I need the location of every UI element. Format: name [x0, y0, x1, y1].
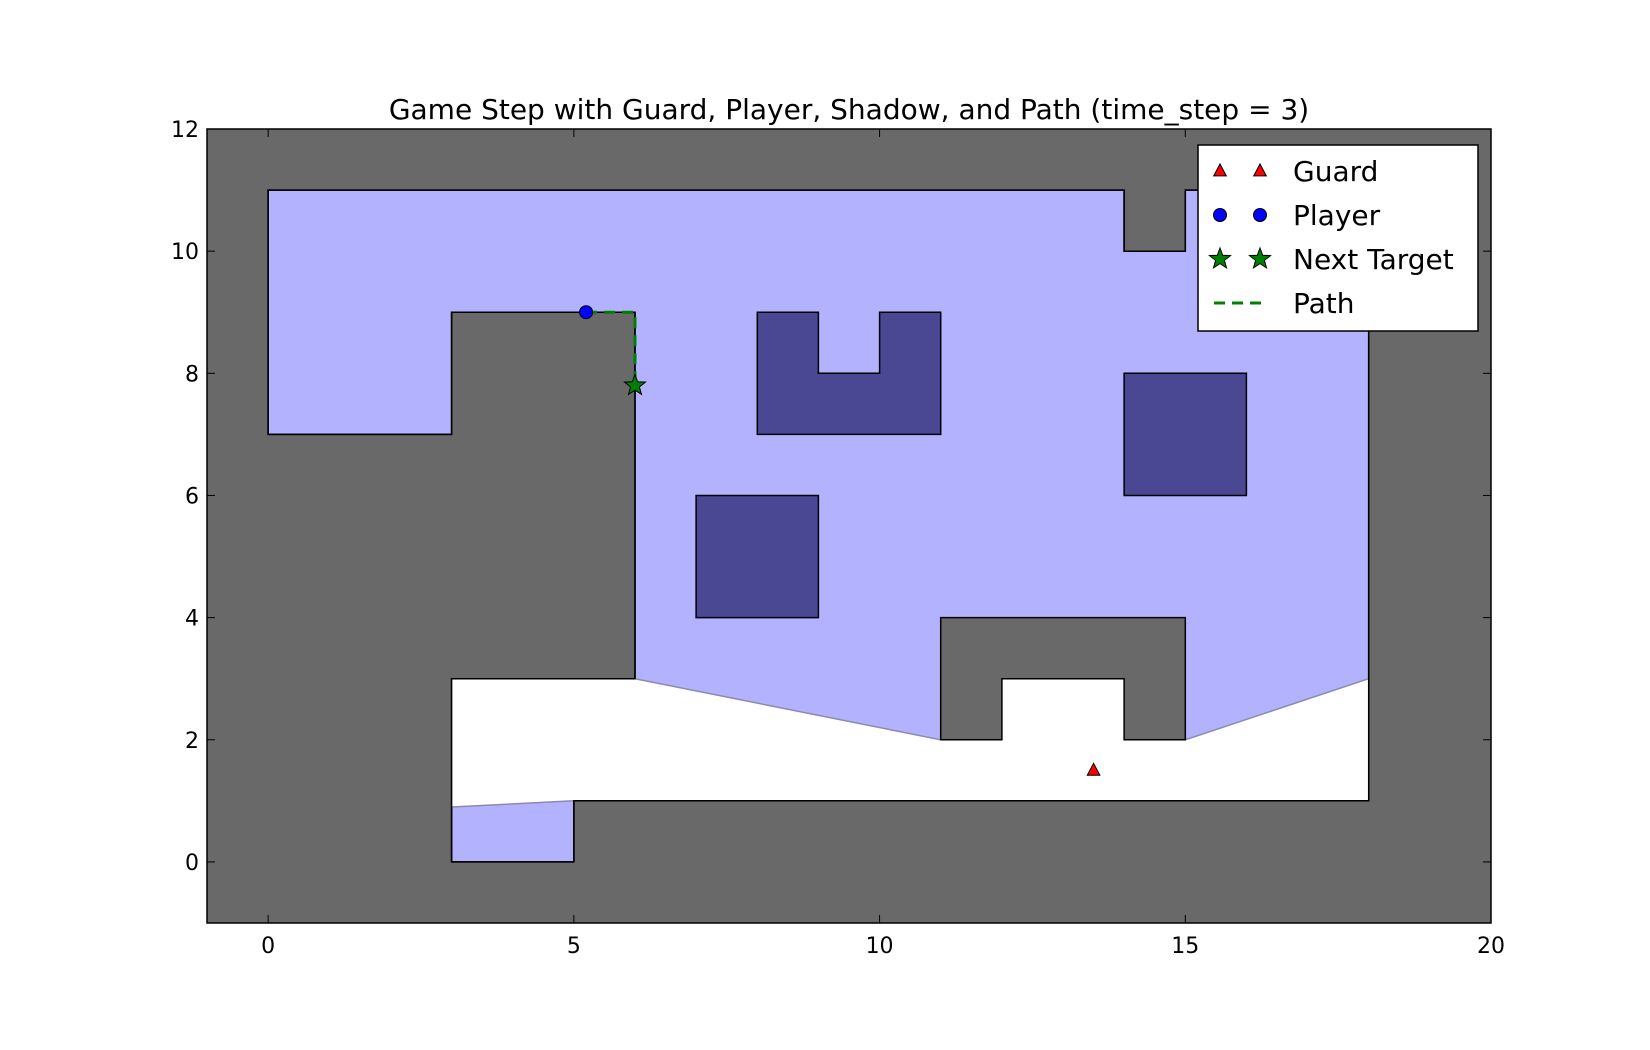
- legend-guard-icon: [1212, 162, 1228, 177]
- map-outline: [267, 189, 1370, 863]
- x-tick-label: 5: [567, 934, 581, 959]
- y-tick-label: 8: [185, 362, 199, 387]
- player-marker: [579, 305, 594, 320]
- legend-player-icon: [1213, 208, 1227, 222]
- legend-label: Next Target: [1293, 243, 1454, 276]
- shadow-region: [451, 678, 1369, 807]
- legend-target-icon: [1248, 246, 1272, 270]
- y-tick-label: 0: [185, 851, 199, 876]
- x-tick-label: 0: [261, 934, 275, 959]
- axis-ticks: 0 5 10 15 20 0 2 4 6 8 10 12: [171, 118, 1505, 959]
- guard-marker: [1086, 762, 1101, 776]
- next-target-marker: [623, 373, 647, 396]
- legend-guard-icon: [1252, 162, 1268, 177]
- legend-label: Guard: [1293, 155, 1378, 188]
- obstacle: [695, 494, 820, 619]
- y-tick-label: 12: [171, 118, 199, 143]
- y-tick-label: 10: [171, 240, 199, 265]
- legend-box: [1197, 144, 1479, 332]
- legend-target-icon: [1208, 246, 1232, 270]
- legend: Guard Player Next Target Path: [1197, 144, 1479, 332]
- x-tick-label: 10: [866, 934, 894, 959]
- chart-title: Game Step with Guard, Player, Shadow, an…: [389, 93, 1309, 126]
- plot-frame: [206, 128, 1492, 924]
- path-line: [586, 310, 637, 386]
- obstacle: [1123, 372, 1248, 497]
- shadow-edge: [634, 677, 941, 741]
- y-tick-label: 6: [185, 484, 199, 509]
- shadow-edge: [1185, 677, 1369, 741]
- shadow-edge: [451, 800, 574, 808]
- inner-wall: [939, 616, 1187, 741]
- legend-player-icon: [1253, 208, 1267, 222]
- y-tick-label: 4: [185, 607, 199, 632]
- y-tick-label: 2: [185, 729, 199, 754]
- obstacle: [756, 311, 942, 436]
- legend-label: Path: [1293, 287, 1355, 320]
- x-tick-label: 20: [1477, 934, 1505, 959]
- x-tick-label: 15: [1171, 934, 1199, 959]
- legend-label: Player: [1293, 199, 1381, 232]
